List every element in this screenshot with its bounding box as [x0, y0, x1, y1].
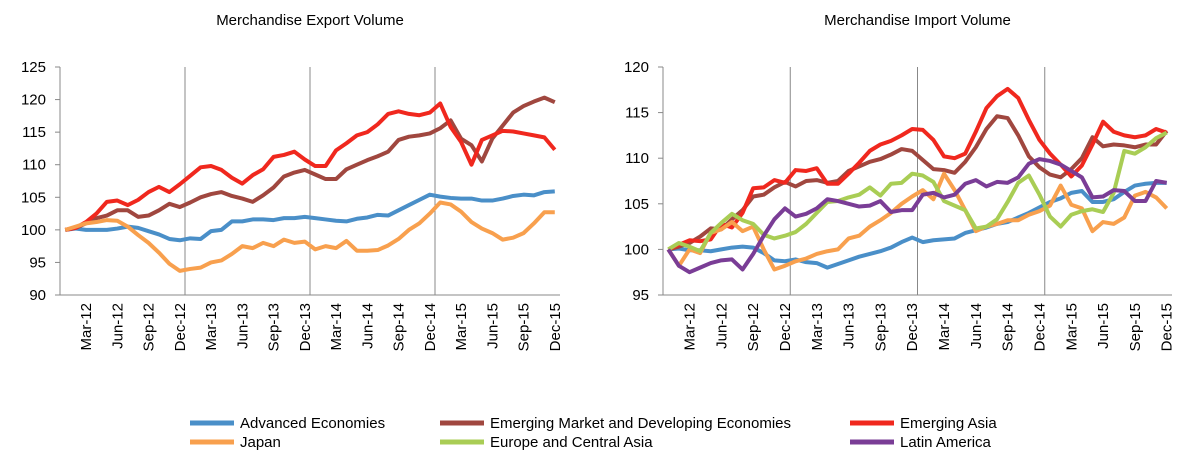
y-tick-label: 95 — [632, 287, 649, 304]
x-tick-label: Dec-14 — [1031, 303, 1048, 351]
legend-label: Japan — [240, 434, 281, 451]
x-tick-label: Sep-15 — [1127, 303, 1144, 351]
x-tick-label: Jun-12 — [713, 303, 730, 349]
series-line — [667, 114, 1169, 252]
x-tick-label: Dec-12 — [172, 303, 189, 351]
y-tick-label: 110 — [625, 150, 649, 167]
x-tick-label: Mar-13 — [809, 303, 826, 351]
x-tick-label: Dec-13 — [297, 303, 314, 351]
x-tick-label: Sep-14 — [391, 303, 408, 351]
x-tick-label: Dec-12 — [777, 303, 794, 351]
x-tick-label: Jun-13 — [841, 303, 858, 349]
x-tick-label: Dec-14 — [422, 303, 439, 351]
x-tick-label: Dec-15 — [1159, 303, 1176, 351]
y-tick-label: 120 — [21, 92, 46, 109]
x-tick-label: Dec-15 — [547, 303, 564, 351]
legend-label: Latin America — [900, 434, 992, 451]
y-tick-label: 115 — [22, 124, 46, 141]
y-tick-label: 105 — [624, 196, 649, 213]
x-tick-label: Jun-14 — [968, 303, 985, 349]
y-tick-label: 110 — [22, 157, 46, 174]
x-tick-label: Mar-12 — [682, 303, 699, 351]
x-tick-label: Jun-15 — [1095, 303, 1112, 349]
x-tick-label: Sep-12 — [745, 303, 762, 351]
x-tick-label: Mar-14 — [328, 303, 345, 351]
chart-title: Merchandise Import Volume — [824, 12, 1011, 29]
legend-label: Advanced Economies — [240, 415, 385, 432]
y-tick-label: 100 — [624, 241, 649, 258]
y-tick-label: 100 — [21, 222, 46, 239]
x-tick-label: Sep-14 — [1000, 303, 1017, 351]
series-line — [667, 130, 1168, 254]
series-line — [667, 86, 1168, 252]
x-tick-label: Mar-12 — [78, 303, 95, 351]
legend-label: Emerging Asia — [900, 415, 997, 432]
x-tick-label: Mar-15 — [1063, 303, 1080, 351]
x-tick-label: Jun-15 — [484, 303, 501, 349]
y-tick-label: 115 — [625, 105, 649, 122]
y-tick-label: 125 — [21, 59, 46, 76]
y-tick-label: 95 — [29, 254, 46, 271]
x-tick-label: Sep-15 — [516, 303, 533, 351]
x-tick-label: Mar-14 — [936, 303, 953, 351]
legend-label: Emerging Market and Developing Economies — [490, 415, 791, 432]
x-tick-label: Jun-13 — [234, 303, 251, 349]
y-tick-label: 120 — [624, 59, 649, 76]
series-line — [64, 101, 557, 232]
chart-title: Merchandise Export Volume — [216, 12, 404, 29]
series-line — [668, 180, 1167, 270]
series-line — [64, 189, 555, 243]
y-tick-label: 105 — [21, 189, 46, 206]
x-tick-label: Jun-14 — [359, 303, 376, 349]
x-tick-label: Dec-13 — [904, 303, 921, 351]
x-tick-label: Sep-13 — [266, 303, 283, 351]
x-tick-label: Jun-12 — [109, 303, 126, 349]
x-tick-label: Mar-13 — [203, 303, 220, 351]
x-tick-label: Sep-13 — [872, 303, 889, 351]
series-line — [64, 200, 555, 273]
series-line — [666, 157, 1168, 275]
x-tick-label: Mar-15 — [453, 303, 470, 351]
series-line — [64, 95, 556, 232]
x-tick-label: Sep-12 — [141, 303, 158, 351]
legend-label: Europe and Central Asia — [490, 434, 653, 451]
y-tick-label: 90 — [29, 287, 46, 304]
